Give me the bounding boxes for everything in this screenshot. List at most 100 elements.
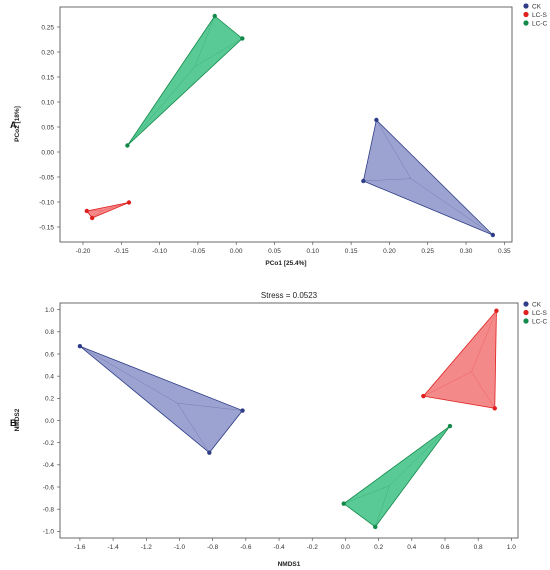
y-tick-label: 0.8 — [45, 329, 54, 336]
hull-centroid-line — [471, 371, 495, 409]
x-tick-label: -1.2 — [141, 544, 153, 551]
y-tick-label: -1.0 — [43, 529, 55, 536]
x-tick-label: 0.15 — [345, 248, 358, 255]
legend-marker-lc-c — [523, 20, 529, 26]
hull-centroid-line — [376, 119, 412, 179]
x-tick-label: -0.05 — [190, 248, 205, 255]
y-tick-label: 0.10 — [41, 99, 54, 106]
x-tick-label: 1.0 — [507, 544, 516, 551]
hull-lc-c — [127, 15, 243, 146]
x-tick-label: -1.6 — [74, 544, 86, 551]
hull-centroid-line — [86, 210, 103, 212]
y-tick-label: 0.0 — [45, 418, 54, 425]
point-lc-s — [126, 200, 132, 205]
x-tick-label: 0.30 — [460, 248, 473, 255]
hull-ck — [362, 119, 494, 236]
x-tick-label: 0.00 — [230, 248, 243, 255]
hull-centroid-line — [363, 178, 411, 182]
hull-centroid-line — [389, 425, 451, 486]
point-lc-s — [494, 308, 499, 313]
y-tick-label: 0.15 — [41, 74, 54, 81]
x-tick-label: 0.8 — [474, 544, 483, 551]
point-lc-c — [240, 36, 245, 41]
chart-title: Stress = 0.0523 — [261, 291, 318, 300]
x-tick-label: -0.2 — [307, 544, 319, 551]
legend-label-lc-c: LC-C — [532, 318, 547, 325]
x-tick-label: 0.0 — [341, 544, 350, 551]
x-tick-label: -0.8 — [207, 544, 219, 551]
x-tick-label: -1.4 — [107, 544, 119, 551]
x-tick-label: 0.20 — [383, 248, 396, 255]
hull-centroid-line — [194, 38, 243, 67]
legend-label-ck: CK — [532, 3, 542, 10]
y-tick-label: -0.15 — [39, 224, 54, 231]
y-tick-label: -0.05 — [39, 174, 54, 181]
hull-centroid-line — [177, 402, 243, 411]
x-tick-label: -0.4 — [273, 544, 285, 551]
y-tick-label: -0.8 — [43, 506, 55, 513]
y-tick-label: -0.6 — [43, 484, 55, 491]
y-tick-label: 0.4 — [45, 373, 54, 380]
point-ck — [374, 117, 379, 123]
hull-centroid-line — [102, 202, 130, 211]
hull-lc-c — [343, 425, 451, 528]
point-lc-c — [125, 143, 130, 148]
hull-lc-s — [422, 309, 497, 409]
legend-marker-ck — [523, 301, 529, 307]
x-tick-label: -0.10 — [152, 248, 167, 255]
plot-frame — [59, 302, 519, 539]
legend-label-lc-s: LC-S — [532, 12, 547, 19]
legend-label-lc-c: LC-C — [532, 20, 547, 27]
hull-centroid-line — [375, 485, 390, 527]
y-tick-label: -0.2 — [43, 440, 55, 447]
x-tick-label: -0.6 — [240, 544, 252, 551]
y-tick-label: -0.4 — [43, 462, 55, 469]
hull-centroid-line — [177, 403, 210, 453]
point-lc-c — [212, 13, 217, 19]
y-tick-label: 0.05 — [41, 124, 54, 131]
x-tick-label: 0.4 — [407, 544, 416, 551]
legend-label-lc-s: LC-S — [532, 310, 547, 317]
y-tick-label: 0.2 — [45, 396, 54, 403]
panel-letter: A — [10, 120, 17, 130]
x-tick-label: 0.05 — [268, 248, 281, 255]
point-lc-s — [421, 393, 426, 399]
point-lc-c — [373, 524, 378, 530]
x-tick-label: -0.15 — [114, 248, 129, 255]
x-tick-label: 0.2 — [374, 544, 383, 551]
point-lc-s — [84, 208, 90, 214]
y-tick-label: 0.00 — [41, 149, 54, 156]
hull-centroid-line — [423, 371, 472, 397]
hull-centroid-line — [343, 485, 390, 504]
hull-lc-s — [86, 202, 130, 219]
y-tick-label: 1.0 — [45, 307, 54, 314]
hull-centroid-line — [194, 15, 215, 67]
x-axis-title: NMDS1 — [278, 561, 301, 568]
point-ck — [490, 232, 496, 238]
y-tick-label: -0.10 — [39, 199, 54, 206]
point-lc-s — [492, 406, 497, 411]
point-ck — [207, 450, 212, 455]
hull-centroid-line — [127, 66, 195, 146]
y-tick-label: 0.20 — [41, 49, 54, 56]
hull-centroid-line — [410, 178, 493, 236]
point-lc-s — [89, 215, 95, 221]
x-tick-label: -0.20 — [76, 248, 91, 255]
point-lc-c — [447, 423, 453, 429]
x-tick-label: 0.35 — [498, 248, 511, 255]
plot-frame — [59, 6, 513, 243]
x-tick-label: 0.6 — [440, 544, 449, 551]
legend-marker-lc-s — [523, 11, 529, 18]
legend-marker-lc-s — [523, 309, 529, 316]
panel-b-nmds-chart: -1.6 -1.4 -1.2 -1.0 -0.8 -0.6 -0.4 -0.2 0.0 0.2 0.… — [10, 291, 547, 568]
point-lc-c — [341, 501, 346, 506]
hull-ck — [79, 345, 244, 454]
y-axis-title: NMDS2 — [14, 408, 21, 431]
legend-marker-ck — [523, 3, 529, 9]
hull-centroid-line — [79, 346, 178, 404]
y-tick-label: 0.6 — [45, 351, 54, 358]
y-axis-title: PCo2 [18%] — [14, 106, 21, 142]
y-tick-label: 0.25 — [41, 24, 54, 31]
hull-centroid-line — [471, 310, 497, 372]
point-ck — [361, 178, 366, 184]
